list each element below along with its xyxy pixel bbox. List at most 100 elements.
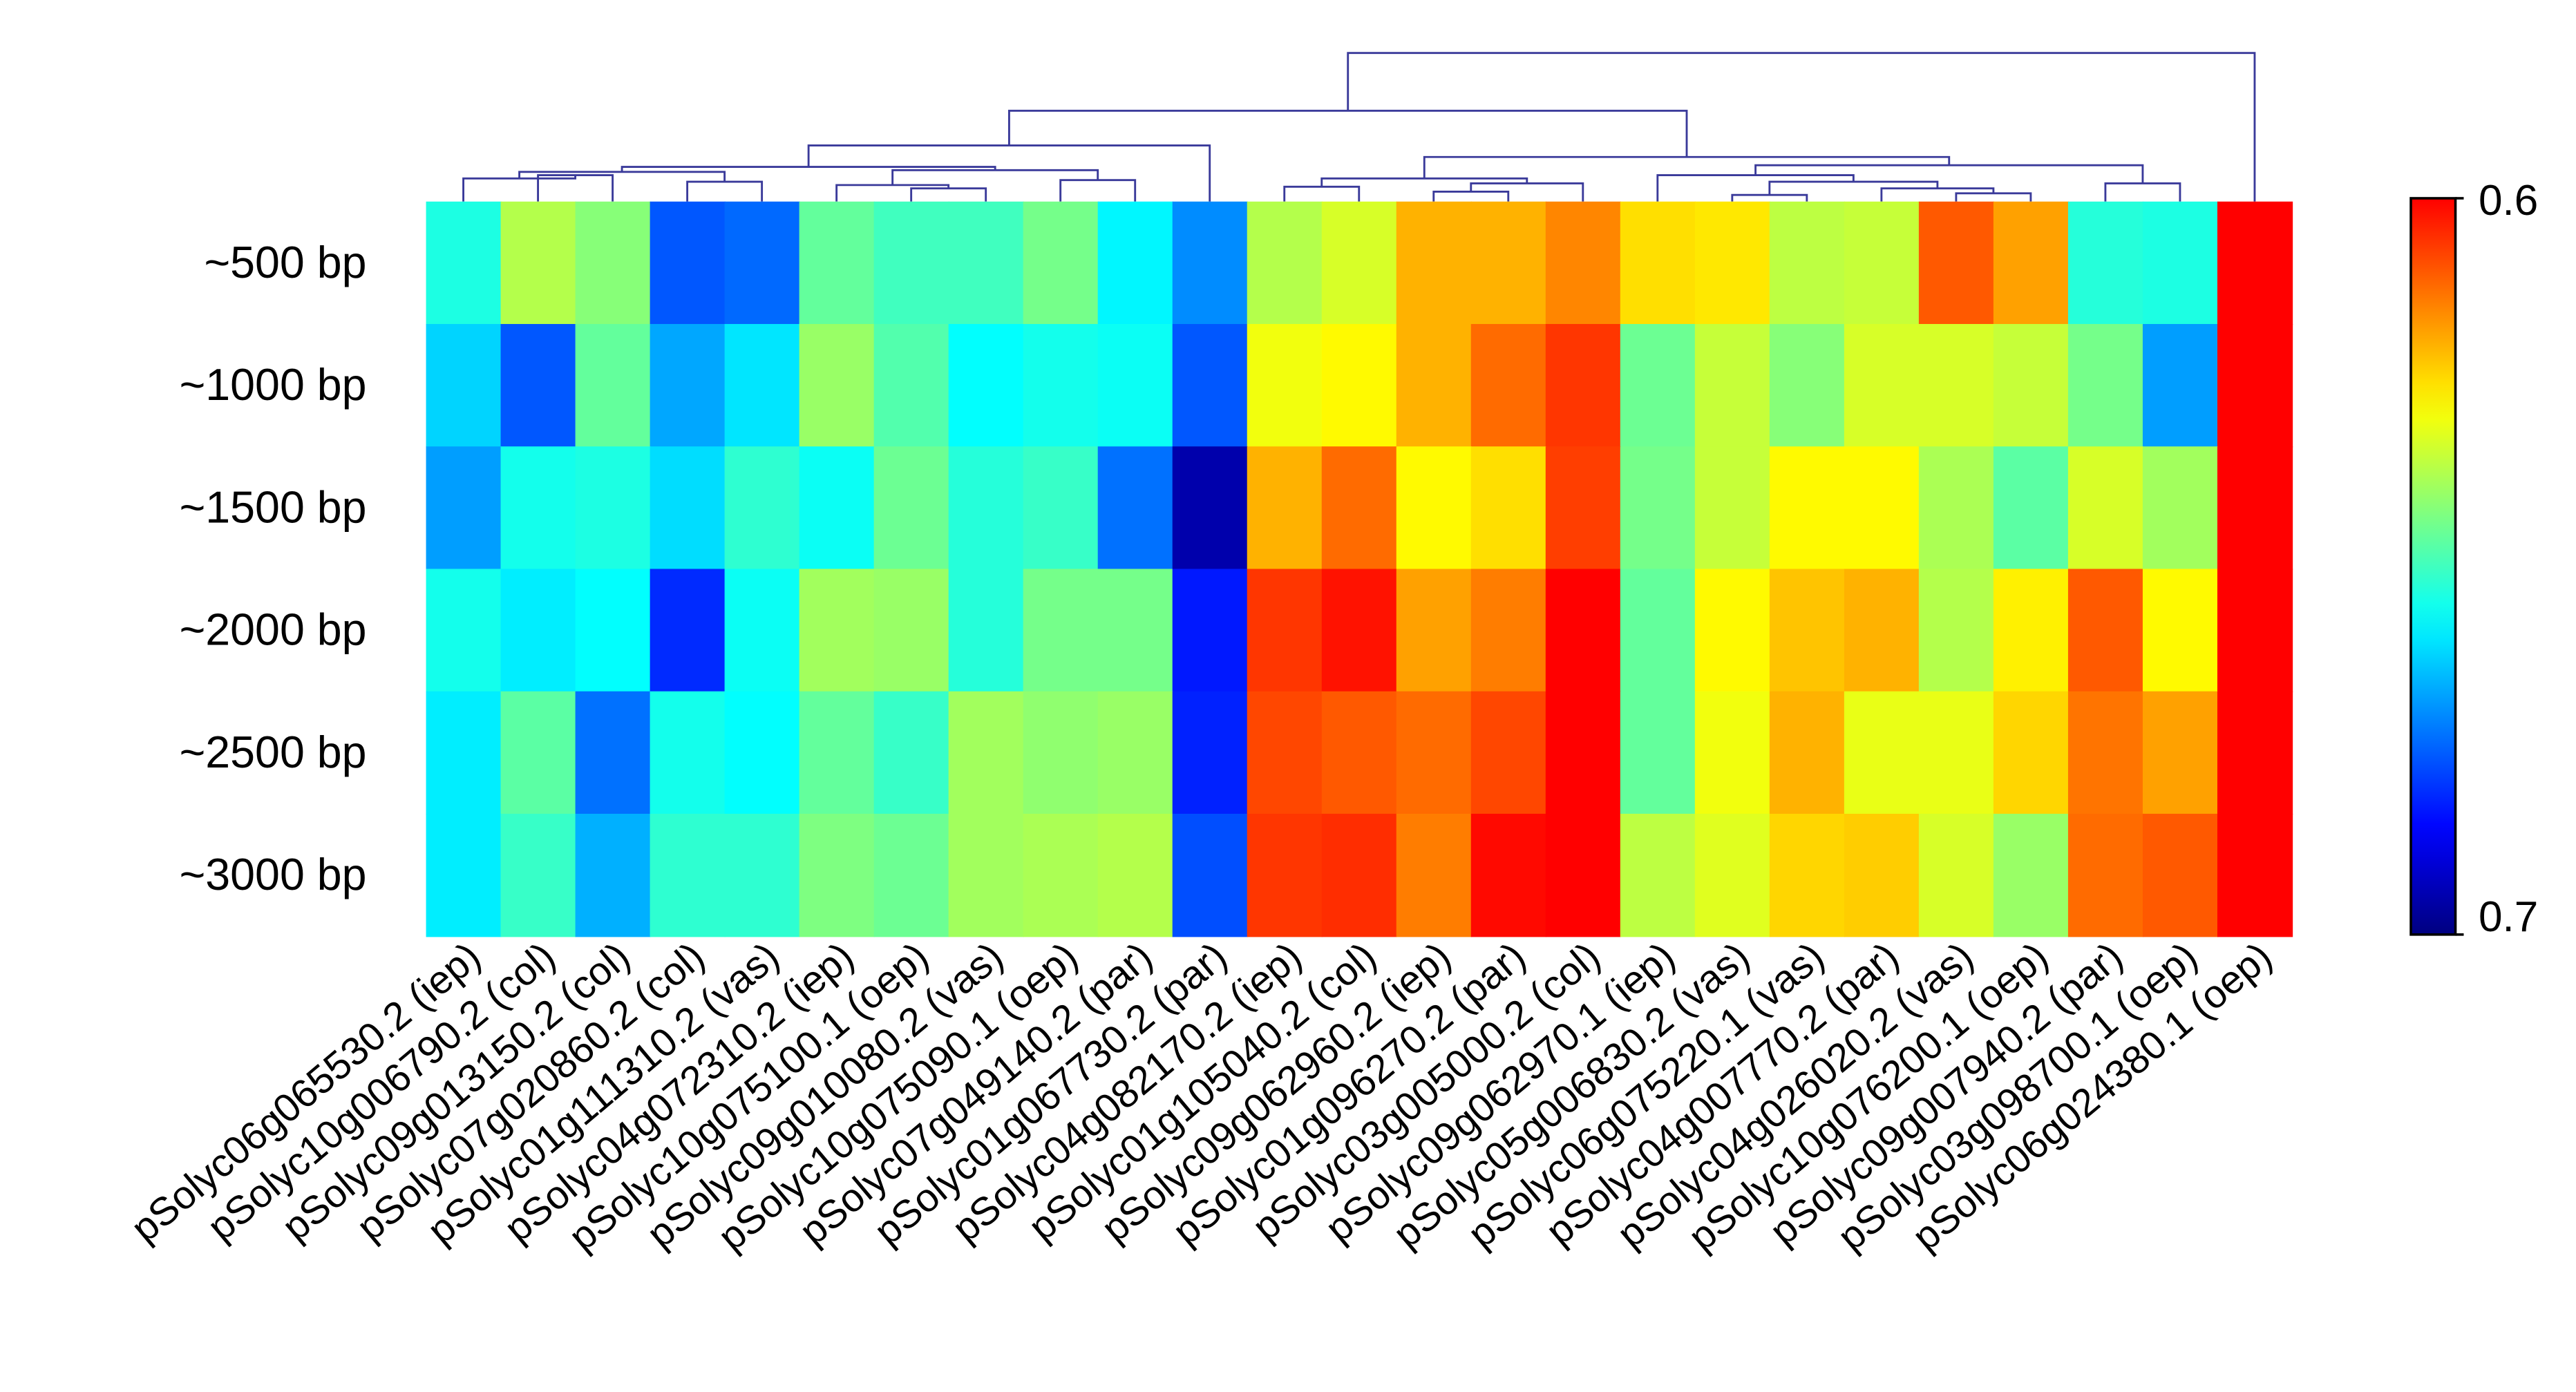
- heatmap-cell: [948, 201, 1024, 325]
- dendrogram-link: [1880, 187, 1995, 202]
- row-label: ~1500 bp: [180, 482, 367, 532]
- heatmap-cell: [1993, 446, 2070, 570]
- colorbar-tick-label: 0.6: [2479, 177, 2538, 225]
- heatmap-cell: [1844, 201, 1920, 325]
- heatmap-cell: [1470, 691, 1546, 815]
- heatmap-cell: [873, 201, 949, 325]
- heatmap-cell: [1247, 569, 1323, 692]
- heatmap-cell: [1993, 813, 2070, 937]
- heatmap-cell: [1545, 569, 1622, 692]
- heatmap-cell: [1097, 569, 1173, 692]
- heatmap-cell: [1545, 201, 1622, 325]
- heatmap-cell: [1769, 691, 1846, 815]
- heatmap-cell: [948, 813, 1024, 937]
- heatmap-cell: [873, 446, 949, 570]
- heatmap-cell: [1769, 446, 1846, 570]
- row-label: ~500 bp: [205, 238, 367, 287]
- dendrogram-link: [1059, 179, 1137, 202]
- heatmap-cell: [724, 813, 800, 937]
- heatmap-cell: [1321, 446, 1397, 570]
- row-label: ~2500 bp: [180, 727, 367, 777]
- heatmap-cell: [2142, 446, 2219, 570]
- heatmap-cell: [799, 446, 875, 570]
- heatmap-cell: [1545, 691, 1622, 815]
- heatmap-cell: [1321, 569, 1397, 692]
- heatmap-cell: [1545, 324, 1622, 448]
- heatmap-cell: [575, 446, 651, 570]
- heatmap-cell: [1023, 813, 1099, 937]
- heatmap-cell: [724, 446, 800, 570]
- heatmap-cell: [799, 324, 875, 448]
- heatmap-cell: [1769, 201, 1846, 325]
- heatmap-cell: [1470, 324, 1546, 448]
- heatmap-cell: [1172, 446, 1248, 570]
- heatmap-cell: [1097, 446, 1173, 570]
- heatmap-cell: [1993, 569, 2070, 692]
- dendrogram-link: [1320, 177, 1528, 187]
- heatmap-cell: [1918, 569, 1995, 692]
- dendrogram-link: [1007, 109, 1688, 158]
- heatmap-cell: [1023, 324, 1099, 448]
- heatmap-cell: [1023, 569, 1099, 692]
- heatmap-cell: [1918, 324, 1995, 448]
- colorbar-tick-label: 0.7: [2479, 893, 2538, 941]
- dendrogram-link: [891, 169, 1099, 185]
- heatmap-cell: [1396, 201, 1472, 325]
- heatmap-cell: [1844, 324, 1920, 448]
- heatmap-cell: [1918, 691, 1995, 815]
- heatmap-cell: [1023, 201, 1099, 325]
- heatmap-cell: [1172, 813, 1248, 937]
- heatmap-cell: [1993, 691, 2070, 815]
- heatmap-cell: [500, 813, 576, 937]
- heatmap-cell: [2217, 691, 2293, 815]
- heatmap-cell: [1694, 691, 1771, 815]
- heatmap-cell: [1620, 691, 1696, 815]
- heatmap-cell: [1172, 569, 1248, 692]
- heatmap-cell: [1247, 446, 1323, 570]
- dendrogram-link: [807, 144, 1211, 202]
- heatmap-cell: [873, 324, 949, 448]
- heatmap-cell: [2067, 813, 2144, 937]
- heatmap-cell: [426, 569, 502, 692]
- heatmap-cell: [1620, 569, 1696, 692]
- colorbar: [2409, 197, 2457, 936]
- heatmap-cell: [1023, 446, 1099, 570]
- heatmap-cell: [1396, 324, 1472, 448]
- heatmap-cell: [724, 691, 800, 815]
- heatmap-cell: [500, 569, 576, 692]
- heatmap-cell: [1470, 201, 1546, 325]
- heatmap-cell: [1545, 813, 1622, 937]
- heatmap-cell: [1097, 201, 1173, 325]
- heatmap-cell: [2142, 691, 2219, 815]
- heatmap-cell: [650, 201, 726, 325]
- heatmap-cell: [1321, 324, 1397, 448]
- heatmap-cell: [1993, 201, 2070, 325]
- heatmap-cell: [2067, 569, 2144, 692]
- heatmap-cell: [1396, 691, 1472, 815]
- heatmap-cell: [873, 569, 949, 692]
- heatmap-cell: [500, 324, 576, 448]
- dendrogram: [462, 52, 2256, 202]
- heatmap-cell: [2067, 201, 2144, 325]
- heatmap-cell: [2142, 201, 2219, 325]
- heatmap-cell: [724, 569, 800, 692]
- heatmap-cell: [500, 691, 576, 815]
- heatmap-cell: [948, 691, 1024, 815]
- heatmap-cell: [799, 691, 875, 815]
- dendrogram-link: [1955, 192, 2032, 202]
- heatmap-cell: [1172, 324, 1248, 448]
- heatmap-cell: [1620, 324, 1696, 448]
- heatmap-cell: [873, 813, 949, 937]
- heatmap-cell: [575, 691, 651, 815]
- heatmap-cell: [2217, 446, 2293, 570]
- heatmap-cell: [1396, 813, 1472, 937]
- heatmap-cell: [1470, 446, 1546, 570]
- heatmap-cell: [1620, 813, 1696, 937]
- heatmap-cell: [426, 813, 502, 937]
- heatmap-cell: [724, 324, 800, 448]
- heatmap-cell: [2142, 813, 2219, 937]
- heatmap-cell: [1769, 813, 1846, 937]
- heatmap-cell: [426, 201, 502, 325]
- heatmap-cell: [1694, 446, 1771, 570]
